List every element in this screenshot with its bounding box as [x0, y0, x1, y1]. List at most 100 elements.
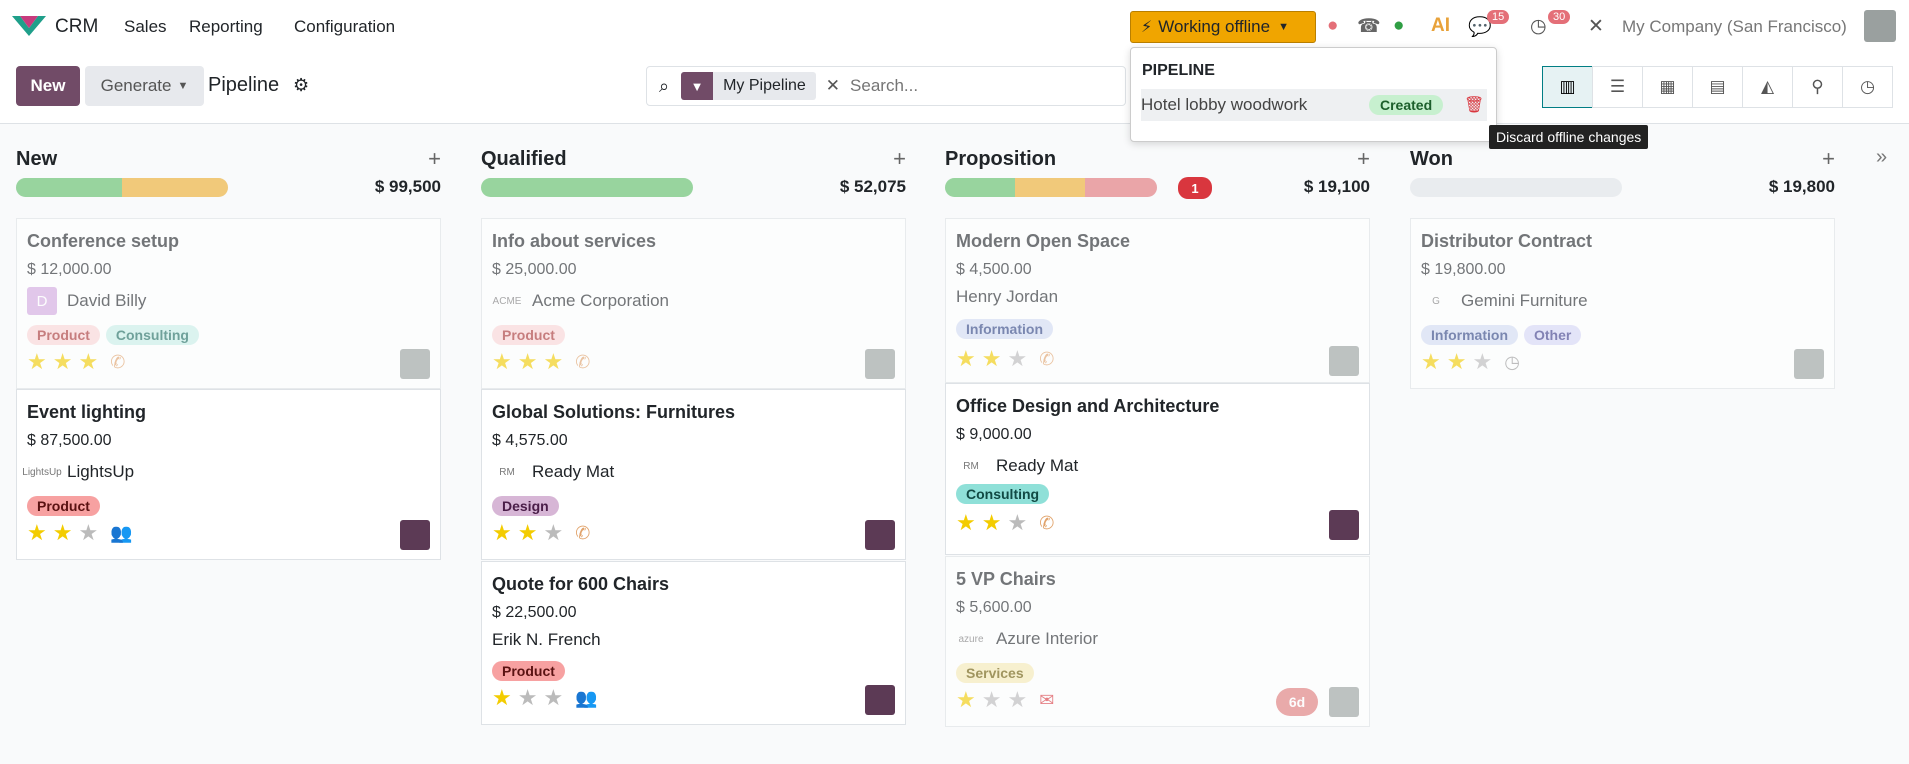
salesperson-avatar[interactable] [1329, 346, 1359, 376]
chat-icon[interactable]: 💬 [1468, 17, 1492, 38]
priority-star-icon[interactable]: ★ [981, 510, 1002, 535]
priority-star-icon[interactable]: ★ [492, 520, 512, 545]
working-offline-button[interactable]: ⚡ Working offline ▼ [1130, 11, 1316, 43]
priority-star-icon[interactable]: ★ [981, 687, 1002, 712]
priority-star-icon[interactable]: ★ [981, 346, 1002, 371]
priority-star-icon[interactable]: ★ [78, 520, 99, 545]
priority-star-icon[interactable]: ★ [956, 510, 976, 535]
kanban-card[interactable]: Distributor Contract $ 19,800.00 G Gemini… [1410, 218, 1835, 389]
search-input[interactable] [850, 76, 1021, 96]
activity-clock-icon[interactable]: ◷ [1530, 16, 1547, 37]
progress-segment[interactable] [481, 178, 693, 197]
priority-star-icon[interactable]: ★ [27, 520, 47, 545]
kanban-card[interactable]: Quote for 600 Chairs $ 22,500.00 Erik N.… [481, 561, 906, 725]
activity-view-icon[interactable]: ◷ [1842, 66, 1893, 108]
column-title[interactable]: Proposition [945, 148, 1057, 170]
priority-star-icon[interactable]: ★ [517, 349, 538, 374]
column-count-badge[interactable]: 1 [1178, 177, 1212, 199]
expand-columns-icon[interactable]: » [1876, 146, 1888, 168]
globe-icon[interactable]: ● [1393, 15, 1405, 36]
crm-logo-icon[interactable] [12, 14, 46, 38]
column-progress-bar[interactable] [481, 178, 693, 197]
generate-button[interactable]: Generate ▼ [85, 66, 204, 106]
priority-star-icon[interactable]: ★ [78, 349, 99, 374]
progress-segment[interactable] [122, 178, 228, 197]
salesperson-avatar[interactable] [400, 349, 430, 379]
quick-create-plus-icon[interactable]: + [428, 146, 441, 171]
kanban-card[interactable]: Event lighting $ 87,500.00 LightsUp Light… [16, 389, 441, 560]
phone-icon[interactable]: ✆ [1039, 512, 1055, 533]
progress-segment[interactable] [16, 178, 122, 197]
email-icon[interactable]: ✉ [1039, 689, 1055, 710]
phone-icon[interactable]: ✆ [110, 351, 126, 372]
tools-icon[interactable]: ✕ [1588, 16, 1604, 37]
priority-star-icon[interactable]: ★ [1472, 349, 1493, 374]
progress-segment[interactable] [1014, 178, 1085, 197]
priority-star-icon[interactable]: ★ [492, 349, 512, 374]
priority-star-icon[interactable]: ★ [52, 349, 73, 374]
pivot-view-icon[interactable]: ▤ [1692, 66, 1743, 108]
priority-star-icon[interactable]: ★ [492, 685, 512, 710]
priority-star-icon[interactable]: ★ [52, 520, 73, 545]
gear-icon[interactable]: ⚙ [293, 75, 310, 95]
priority-star-icon[interactable]: ★ [517, 685, 538, 710]
company-switcher[interactable]: My Company (San Francisco) [1622, 17, 1847, 36]
quick-create-plus-icon[interactable]: + [893, 146, 906, 171]
search-facet[interactable]: ▼ My Pipeline [681, 72, 816, 100]
quick-create-plus-icon[interactable]: + [1822, 146, 1835, 171]
kanban-view-icon[interactable]: ▥ [1542, 66, 1593, 108]
priority-star-icon[interactable]: ★ [1007, 687, 1028, 712]
progress-segment[interactable] [1084, 178, 1157, 197]
salesperson-avatar[interactable] [1329, 687, 1359, 717]
column-title[interactable]: New [16, 148, 58, 170]
priority-star-icon[interactable]: ★ [1421, 349, 1441, 374]
quick-create-plus-icon[interactable]: + [1357, 146, 1370, 171]
priority-star-icon[interactable]: ★ [543, 349, 564, 374]
salesperson-avatar[interactable] [865, 520, 895, 550]
phone-icon[interactable]: ☎ [1357, 16, 1381, 37]
column-title[interactable]: Qualified [481, 148, 567, 170]
kanban-card[interactable]: Modern Open Space $ 4,500.00 Henry Jorda… [945, 218, 1370, 383]
app-name[interactable]: CRM [55, 16, 99, 37]
salesperson-avatar[interactable] [865, 349, 895, 379]
priority-star-icon[interactable]: ★ [956, 687, 976, 712]
list-view-icon[interactable]: ☰ [1592, 66, 1643, 108]
map-view-icon[interactable]: ⚲ [1792, 66, 1843, 108]
search-icon[interactable]: ⌕ [659, 75, 670, 96]
menu-sales[interactable]: Sales [124, 17, 167, 36]
priority-star-icon[interactable]: ★ [27, 349, 47, 374]
trash-icon[interactable]: 🗑 [1464, 97, 1485, 114]
column-title[interactable]: Won [1410, 148, 1453, 170]
clock-icon[interactable]: ◷ [1504, 351, 1520, 372]
new-button[interactable]: New [16, 66, 80, 106]
kanban-card[interactable]: Global Solutions: Furnitures $ 4,575.00 … [481, 389, 906, 560]
menu-reporting[interactable]: Reporting [189, 17, 263, 36]
menu-configuration[interactable]: Configuration [294, 17, 396, 36]
kanban-card[interactable]: 5 VP Chairs $ 5,600.00 azure Azure Interi… [945, 556, 1370, 727]
kanban-card[interactable]: Conference setup $ 12,000.00 D David Bill… [16, 218, 441, 389]
column-progress-bar[interactable] [945, 178, 1157, 197]
salesperson-avatar[interactable] [1329, 510, 1359, 540]
offline-change-row[interactable]: Hotel lobby woodwork Created 🗑 [1141, 89, 1487, 121]
progress-segment[interactable] [945, 178, 1015, 197]
user-avatar[interactable] [1864, 10, 1896, 42]
priority-star-icon[interactable]: ★ [543, 685, 564, 710]
priority-star-icon[interactable]: ★ [956, 346, 976, 371]
priority-star-icon[interactable]: ★ [517, 520, 538, 545]
kanban-card[interactable]: Info about services $ 25,000.00 ACME Acme… [481, 218, 906, 389]
remove-facet-icon[interactable]: ✕ [825, 76, 841, 95]
phone-icon[interactable]: ✆ [575, 522, 591, 543]
graph-view-icon[interactable]: ◭ [1742, 66, 1793, 108]
column-progress-bar[interactable] [16, 178, 228, 197]
salesperson-avatar[interactable] [865, 685, 895, 715]
group-icon[interactable]: 👥 [575, 687, 598, 708]
salesperson-avatar[interactable] [400, 520, 430, 550]
column-progress-bar[interactable] [1410, 178, 1622, 197]
priority-star-icon[interactable]: ★ [1007, 510, 1028, 535]
priority-star-icon[interactable]: ★ [1446, 349, 1467, 374]
record-icon[interactable]: ● [1327, 15, 1339, 36]
salesperson-avatar[interactable] [1794, 349, 1824, 379]
priority-star-icon[interactable]: ★ [1007, 346, 1028, 371]
kanban-card[interactable]: Office Design and Architecture $ 9,000.0… [945, 383, 1370, 555]
calendar-view-icon[interactable]: ▦ [1642, 66, 1693, 108]
